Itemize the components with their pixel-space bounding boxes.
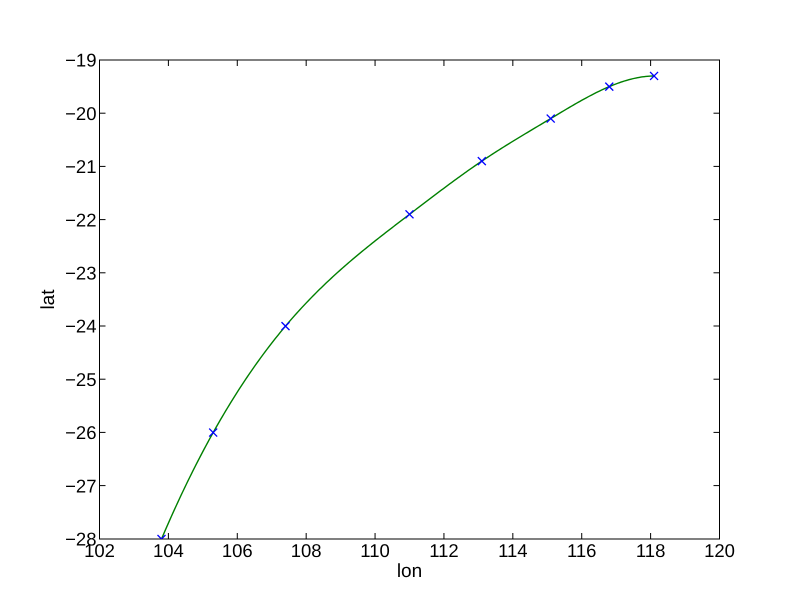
svg-text:−23: −23 [65,263,96,284]
svg-text:−20: −20 [65,103,96,124]
svg-text:−22: −22 [65,209,96,230]
svg-text:114: 114 [498,540,528,561]
svg-text:lon: lon [397,561,422,582]
svg-text:104: 104 [153,540,184,561]
svg-text:110: 110 [360,540,390,561]
svg-text:−25: −25 [65,369,96,390]
svg-text:lat: lat [38,289,59,310]
svg-text:−28: −28 [65,529,96,550]
svg-text:−27: −27 [65,475,96,496]
svg-text:−26: −26 [65,422,96,443]
svg-text:106: 106 [222,540,253,561]
svg-text:−21: −21 [65,156,96,177]
svg-text:116: 116 [567,540,597,561]
svg-text:112: 112 [429,540,459,561]
svg-text:118: 118 [636,540,666,561]
svg-text:−24: −24 [65,316,96,337]
svg-text:120: 120 [704,540,735,561]
svg-text:−19: −19 [65,50,96,71]
svg-text:108: 108 [291,540,322,561]
